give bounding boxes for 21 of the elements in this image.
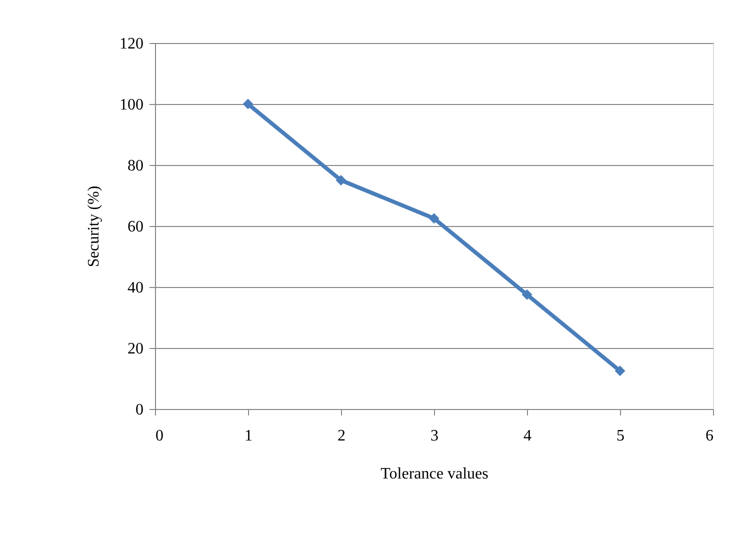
x-tick-label: 1 (244, 428, 252, 444)
y-tick-label: 100 (120, 96, 144, 114)
x-tick-label: 4 (524, 428, 532, 444)
x-tick-label: 2 (338, 428, 346, 444)
x-tick-label: 6 (706, 428, 714, 444)
y-tick-label: 120 (120, 36, 144, 52)
x-tick-label: 0 (156, 428, 164, 444)
x-tick-label: 5 (616, 428, 624, 444)
y-axis-title: Security (%) (86, 186, 102, 268)
point (336, 175, 346, 186)
x-axis-title: Tolerance values (380, 466, 488, 482)
y-tick-label: 80 (128, 158, 144, 174)
point (522, 289, 532, 300)
y-tick-label: 0 (136, 402, 144, 418)
y-tick-label: 40 (128, 280, 144, 296)
y-tick-label: 60 (128, 218, 144, 236)
point (428, 213, 440, 224)
point (614, 366, 626, 376)
point (242, 98, 254, 110)
y-tick-label: 20 (128, 340, 144, 358)
x-tick-label: 3 (430, 428, 438, 444)
